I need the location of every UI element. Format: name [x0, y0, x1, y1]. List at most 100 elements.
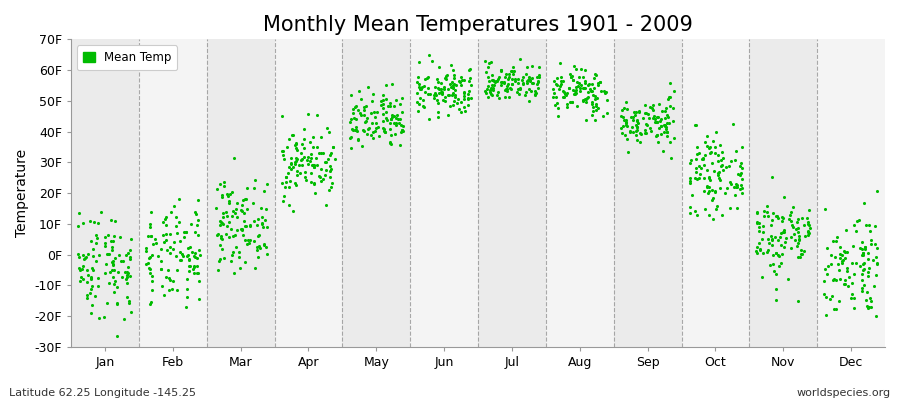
Point [105, 238, 120, 244]
Point [772, 234, 787, 240]
Point [824, 260, 838, 267]
Point [628, 132, 643, 138]
Point [76, 220, 90, 226]
Point [791, 233, 806, 240]
Point [863, 228, 878, 234]
Title: Monthly Mean Temperatures 1901 - 2009: Monthly Mean Temperatures 1901 - 2009 [263, 15, 693, 35]
Point [786, 204, 800, 210]
Point [191, 216, 205, 223]
Point [505, 81, 519, 88]
Point [418, 89, 432, 95]
Point [795, 251, 809, 257]
Point [428, 84, 442, 90]
Point [590, 79, 605, 86]
Point [713, 142, 727, 149]
Point [650, 132, 664, 138]
Point [302, 157, 317, 164]
Point [842, 274, 856, 280]
Point [520, 78, 535, 85]
Point [235, 226, 249, 233]
Point [500, 71, 514, 77]
Point [682, 160, 697, 167]
Point [699, 143, 714, 150]
Point [379, 109, 393, 115]
Point [863, 304, 878, 310]
Point [826, 276, 841, 282]
Point [527, 91, 542, 97]
Point [658, 108, 672, 114]
Point [870, 260, 885, 266]
Point [869, 261, 884, 267]
Point [791, 236, 806, 242]
Point [348, 127, 363, 133]
Point [852, 217, 867, 224]
Point [461, 102, 475, 108]
Point [306, 181, 320, 187]
Point [585, 81, 599, 87]
Point [185, 266, 200, 272]
Point [566, 77, 580, 84]
Point [837, 280, 851, 287]
Point [482, 78, 497, 84]
Bar [681, 39, 750, 347]
Point [84, 276, 98, 283]
Point [866, 256, 880, 263]
Point [437, 93, 452, 100]
Point [421, 52, 436, 58]
Point [752, 224, 766, 231]
Point [642, 115, 656, 122]
Point [530, 81, 544, 87]
Point [369, 125, 383, 131]
Point [352, 88, 366, 95]
Point [763, 222, 778, 228]
Point [697, 188, 711, 194]
Point [623, 128, 637, 135]
Point [379, 95, 393, 102]
Point [485, 86, 500, 92]
Point [212, 242, 227, 248]
Point [580, 94, 594, 101]
Point [211, 230, 225, 237]
Point [427, 94, 441, 101]
Point [173, 249, 187, 255]
Point [829, 306, 843, 312]
Point [143, 223, 157, 230]
Point [102, 251, 116, 257]
Point [441, 111, 455, 118]
Point [800, 215, 814, 221]
Point [247, 238, 261, 244]
Point [522, 76, 536, 83]
Point [624, 114, 638, 120]
Point [689, 144, 704, 151]
Point [309, 154, 323, 161]
Point [683, 180, 698, 186]
Point [797, 233, 812, 240]
Point [439, 73, 454, 80]
Point [166, 286, 180, 292]
Point [641, 111, 655, 117]
Point [788, 236, 802, 243]
Point [593, 78, 608, 85]
Point [817, 278, 832, 284]
Point [580, 94, 595, 100]
Point [295, 162, 310, 168]
Point [235, 207, 249, 214]
Point [86, 283, 100, 290]
Point [429, 97, 444, 103]
Point [716, 155, 731, 162]
Point [662, 94, 677, 100]
Point [572, 85, 587, 91]
Point [485, 92, 500, 98]
Point [157, 239, 171, 246]
Point [662, 103, 677, 109]
Point [320, 124, 334, 131]
Point [819, 294, 833, 300]
Point [446, 74, 461, 81]
Point [395, 127, 410, 134]
Point [660, 112, 674, 118]
Point [253, 245, 267, 251]
Point [580, 81, 595, 88]
Point [718, 190, 733, 197]
Point [462, 78, 476, 84]
Point [707, 144, 722, 150]
